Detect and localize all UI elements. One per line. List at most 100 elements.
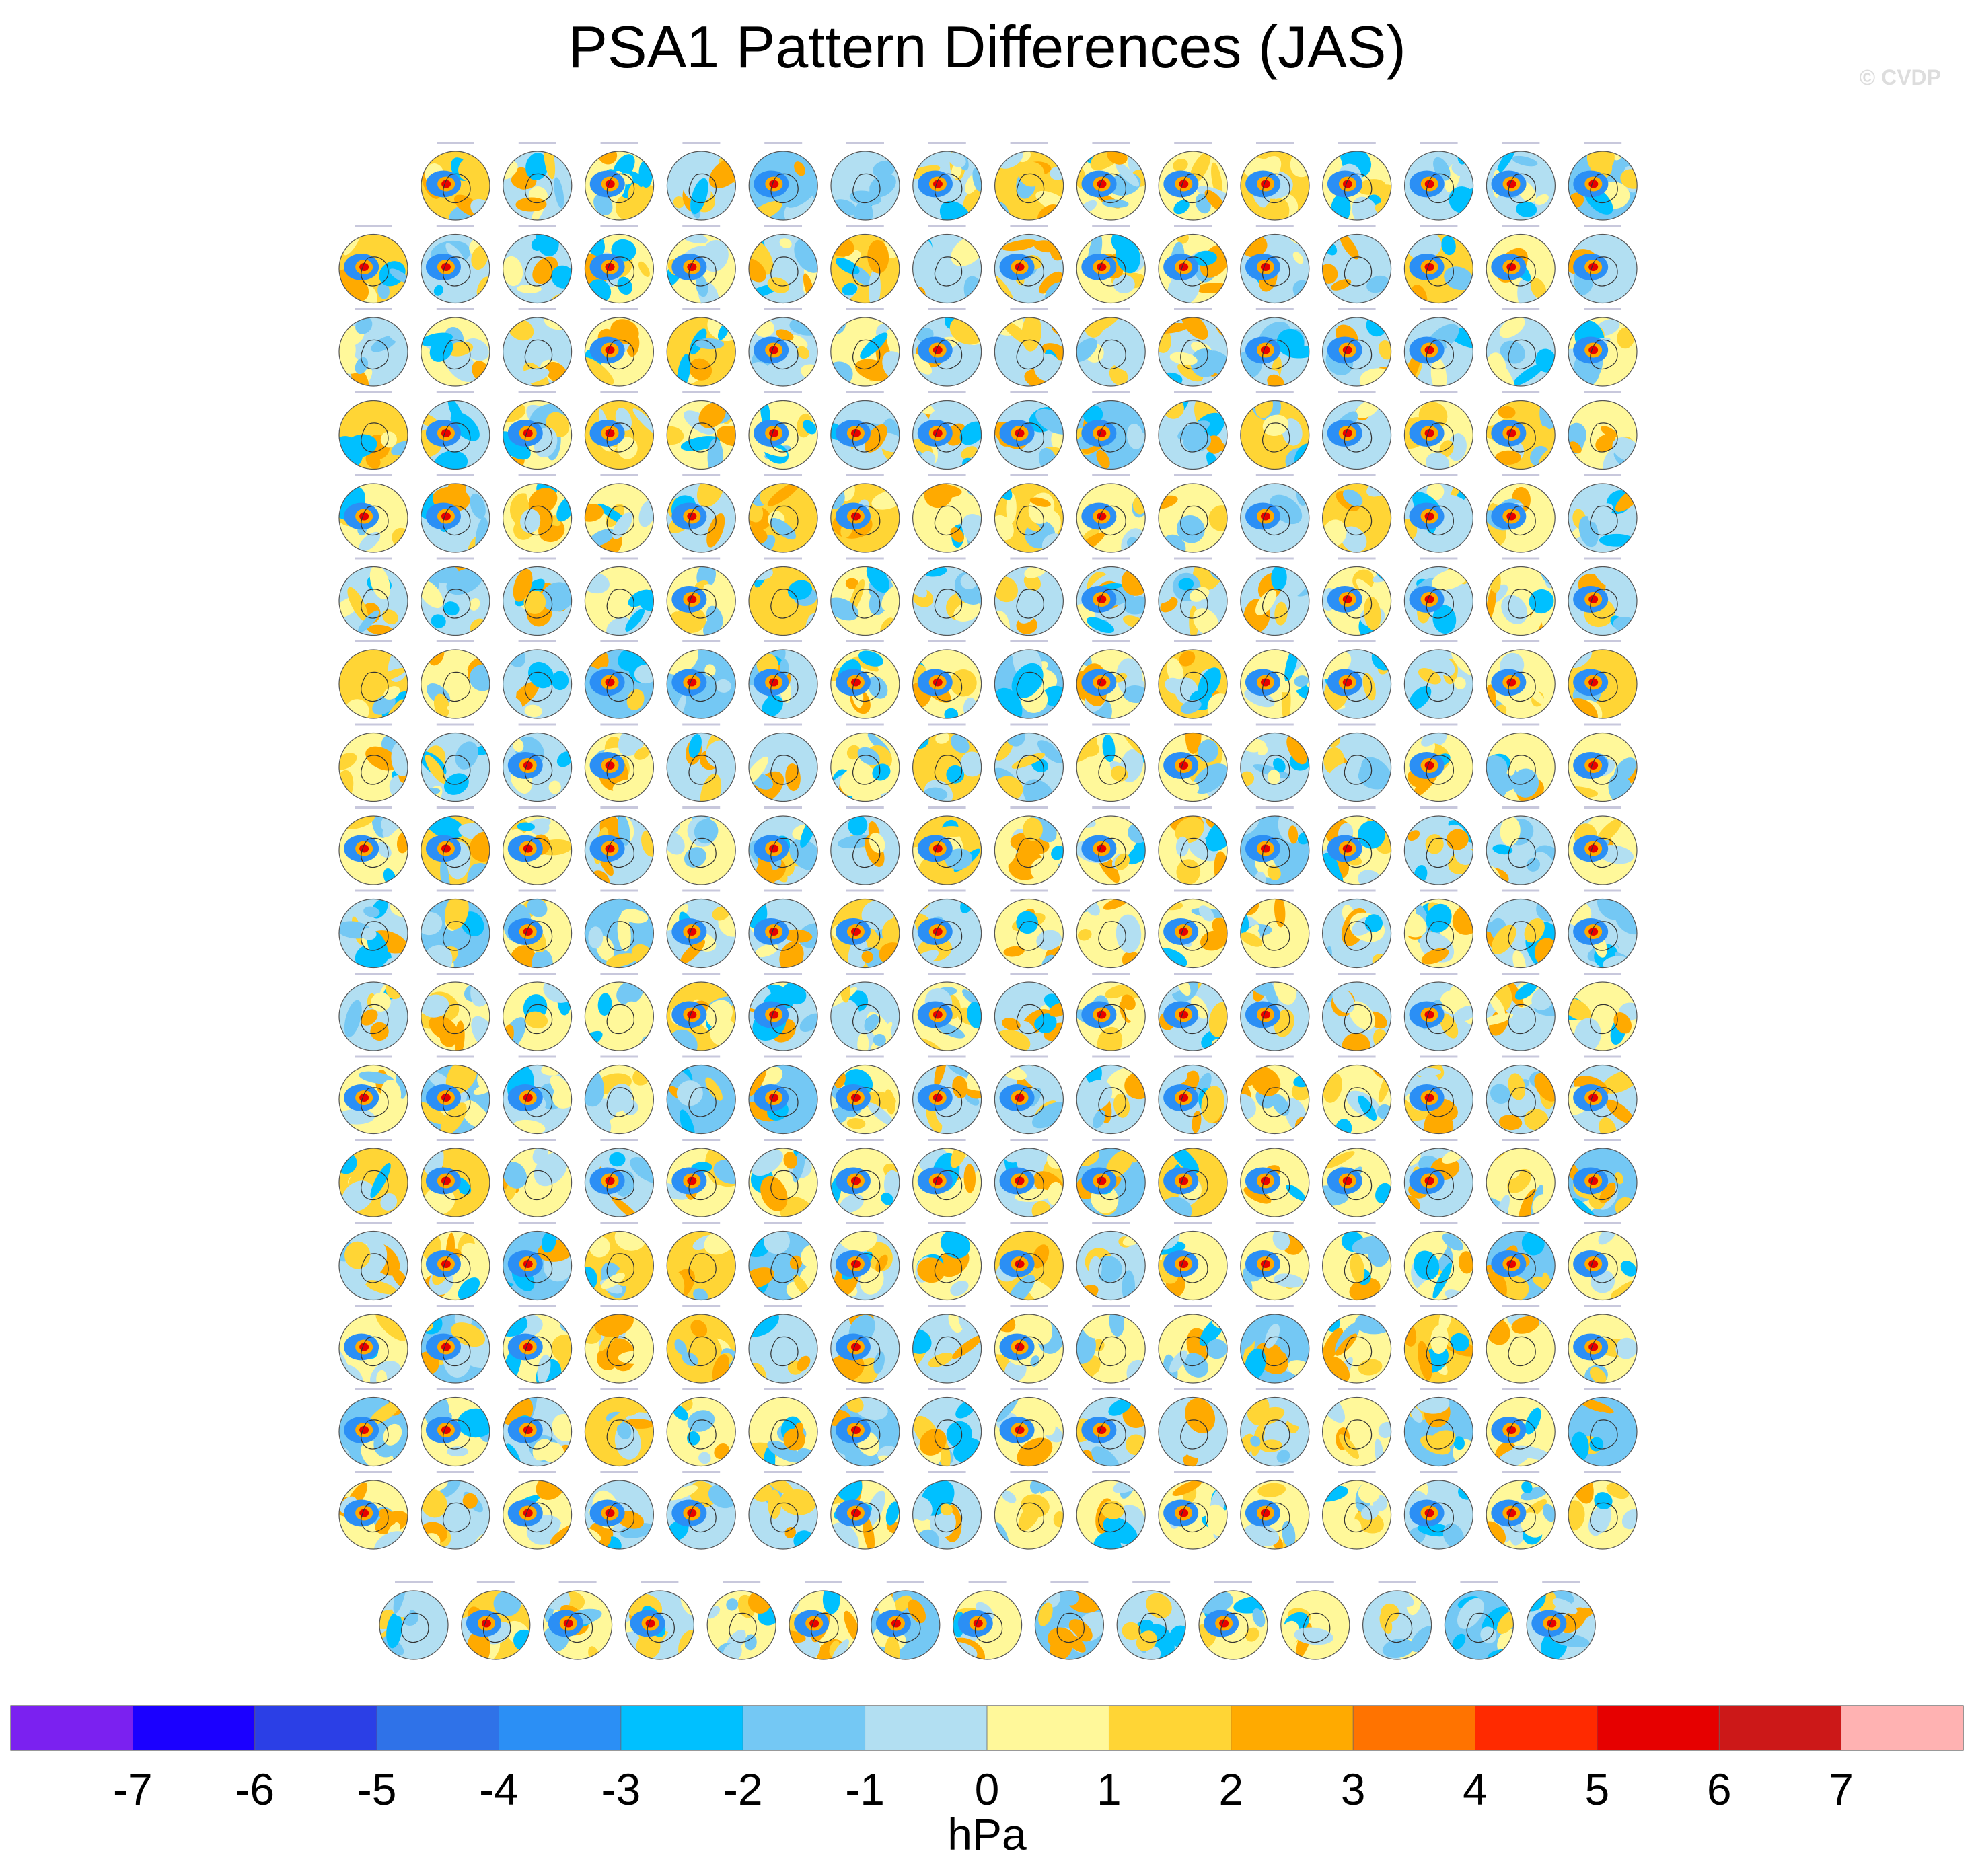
panel-title	[1338, 1471, 1376, 1473]
panel-map	[1158, 1139, 1228, 1217]
panel-title	[1338, 1305, 1376, 1307]
panel-field	[667, 317, 736, 386]
field-blob	[1430, 357, 1447, 386]
panel-field	[503, 566, 572, 636]
panel-title	[1584, 557, 1621, 560]
panel-map	[1240, 142, 1310, 221]
panel-border	[748, 483, 818, 553]
field-blob	[1276, 328, 1305, 357]
panel-map	[502, 308, 573, 387]
panel-field	[912, 400, 982, 470]
panel-map	[994, 806, 1064, 885]
panel-title	[846, 1471, 884, 1473]
panel-title	[1255, 640, 1294, 642]
panel-map	[748, 391, 818, 470]
panel-map	[421, 640, 490, 719]
field-blob	[1176, 515, 1205, 543]
panel-border	[1403, 233, 1473, 304]
panel-map	[912, 557, 982, 636]
panel-field	[585, 317, 654, 386]
antarctica-outline	[934, 505, 963, 536]
colorbar-swatch-2	[254, 1706, 377, 1750]
panel-field	[1159, 151, 1228, 220]
field-blob	[1426, 484, 1445, 500]
antarctica-outline	[1508, 173, 1536, 204]
panel-field	[503, 1148, 572, 1217]
panel-field	[421, 234, 490, 303]
panel-map	[338, 225, 408, 304]
panel-map	[1240, 474, 1310, 553]
field-blob	[1084, 365, 1096, 375]
field-blob	[1496, 151, 1518, 174]
panel-map	[912, 142, 982, 221]
panel-map	[584, 308, 655, 387]
panel-title	[846, 225, 884, 227]
panel-title	[518, 142, 556, 144]
panel-field	[1404, 650, 1473, 718]
panel-map	[338, 640, 408, 719]
panel-map	[1568, 391, 1638, 470]
antarctica-outline	[1016, 505, 1044, 536]
panel-border	[1321, 400, 1392, 470]
field-blob	[842, 283, 858, 296]
panel-map	[666, 1305, 736, 1384]
panel-title	[846, 391, 884, 393]
panel-map	[1076, 557, 1146, 636]
panel-title	[1255, 1305, 1294, 1307]
field-blob	[597, 151, 618, 165]
field-blob	[1109, 365, 1128, 386]
field-blob	[1451, 159, 1473, 178]
panel-map	[1240, 973, 1310, 1051]
field-blob	[469, 598, 480, 611]
panel-title	[764, 640, 802, 642]
panel-field	[1240, 899, 1309, 968]
panel-map	[502, 391, 573, 470]
panel-title	[928, 142, 966, 144]
panel-field	[912, 733, 982, 802]
panel-title	[1174, 1222, 1212, 1224]
field-blob	[703, 584, 724, 601]
panel-field	[503, 733, 572, 802]
field-blob	[611, 239, 636, 262]
panel-field	[1076, 1480, 1146, 1549]
panel-border	[748, 151, 818, 221]
panel-title	[1255, 889, 1294, 892]
panel-map	[666, 308, 736, 387]
panel-title	[846, 308, 884, 310]
panel-field	[749, 151, 818, 220]
panel-field	[994, 151, 1064, 220]
field-blob	[1578, 516, 1599, 548]
field-blob	[1535, 426, 1549, 437]
panel-border	[1322, 151, 1392, 221]
antarctica-outline	[1016, 256, 1044, 287]
panel-map	[502, 1055, 573, 1135]
panel-title	[764, 806, 802, 809]
panel-map	[1403, 1055, 1473, 1135]
field-blob	[376, 667, 406, 682]
panel-map	[1321, 973, 1392, 1051]
panel-border	[584, 317, 655, 387]
panel-map	[1158, 806, 1228, 885]
panel-map	[502, 1471, 573, 1550]
field-blob	[1159, 901, 1183, 911]
field-blob	[1543, 253, 1555, 264]
panel-title	[928, 308, 966, 310]
antarctica-outline	[1180, 589, 1208, 619]
panel-field	[707, 1591, 776, 1659]
panel-map	[1362, 1581, 1432, 1660]
panel-title	[641, 1581, 679, 1583]
field-blob	[919, 264, 933, 278]
panel-title	[355, 889, 392, 892]
field-blob	[1416, 537, 1449, 552]
panel-title	[682, 308, 721, 310]
antarctica-outline	[361, 422, 389, 453]
panel-title	[1010, 225, 1048, 227]
panel-title	[518, 1388, 556, 1390]
panel-map	[502, 806, 573, 885]
panel-field	[1322, 1480, 1391, 1549]
panel-title	[928, 225, 966, 227]
panel-field	[461, 1591, 530, 1659]
field-blob	[1340, 526, 1367, 552]
panel-field	[749, 1148, 817, 1217]
panel-map	[748, 889, 818, 969]
